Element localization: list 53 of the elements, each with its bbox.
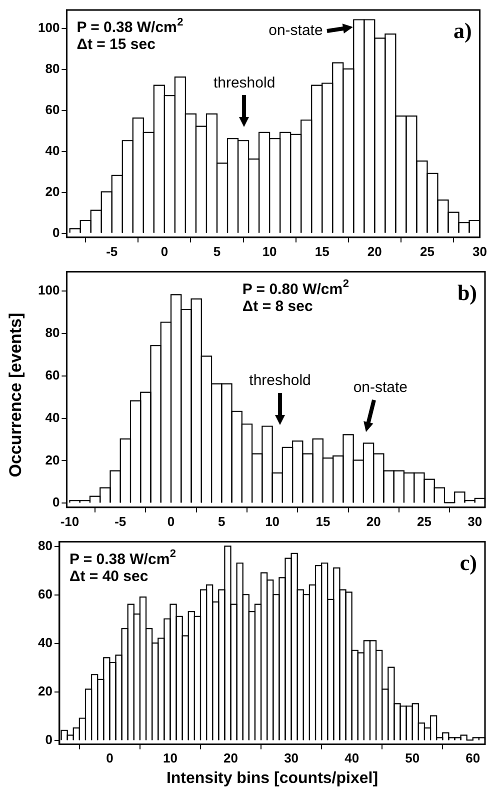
y-tick-label: 60 [45, 367, 60, 382]
annotation: threshold [213, 74, 276, 92]
annotation: c) [460, 550, 477, 575]
x-tick-label: -5 [114, 514, 126, 529]
y-tick-label: 100 [38, 20, 60, 36]
y-tick-label: 40 [45, 142, 60, 158]
annotation: Δt = 8 sec [242, 298, 313, 315]
x-tick-label: 50 [405, 750, 420, 766]
x-tick-label: 0 [160, 244, 168, 259]
y-tick-label: 100 [38, 282, 60, 298]
y-tick-label: 0 [45, 732, 52, 748]
y-tick-label: 80 [45, 60, 60, 76]
annotation: Δt = 15 sec [76, 36, 156, 53]
x-tick-label: 0 [167, 514, 175, 529]
annotation: Δt = 40 sec [69, 568, 148, 585]
x-tick-label: 0 [106, 750, 114, 766]
x-tick-label: 40 [344, 750, 360, 766]
y-tick-label: 20 [38, 684, 52, 699]
y-tick-label: 80 [38, 538, 52, 554]
y-tick-label: 40 [45, 410, 60, 425]
y-tick-label: 20 [45, 184, 60, 199]
y-tick-label: 0 [52, 224, 60, 240]
x-tick-label: 25 [416, 514, 432, 529]
x-tick-label: 15 [314, 244, 330, 259]
x-tick-label: 25 [420, 244, 434, 259]
y-axis-title: Occurrence [events] [6, 312, 26, 478]
x-tick-label: 30 [468, 514, 482, 529]
x-tick-label: -10 [60, 514, 80, 529]
y-tick-label: 40 [38, 635, 52, 650]
y-tick-label: 20 [45, 452, 60, 468]
x-tick-label: 5 [218, 514, 226, 529]
x-tick-label: 5 [213, 244, 221, 259]
x-tick-label: -5 [106, 244, 118, 259]
x-tick-label: 60 [466, 750, 480, 766]
x-tick-label: 20 [224, 750, 238, 766]
y-tick-label: 80 [45, 324, 60, 340]
x-tick-label: 10 [163, 750, 178, 766]
annotation: a) [453, 18, 472, 43]
annotation: b) [457, 280, 477, 305]
x-tick-label: 15 [316, 514, 330, 529]
x-tick-label: 10 [262, 244, 277, 259]
x-tick-label: 20 [366, 514, 381, 529]
x-tick-label: 30 [284, 750, 299, 766]
x-tick-label: 30 [472, 244, 488, 259]
y-tick-label: 60 [45, 102, 60, 117]
annotation: on-state [268, 22, 323, 40]
x-axis-title: Intensity bins [counts/pixel] [166, 770, 378, 787]
y-tick-label: 60 [38, 586, 52, 602]
x-tick-label: 20 [367, 244, 382, 259]
x-tick-label: 10 [265, 514, 280, 529]
annotation: threshold [249, 372, 311, 389]
y-tick-label: 0 [52, 494, 60, 510]
annotation: on-state [353, 378, 408, 396]
